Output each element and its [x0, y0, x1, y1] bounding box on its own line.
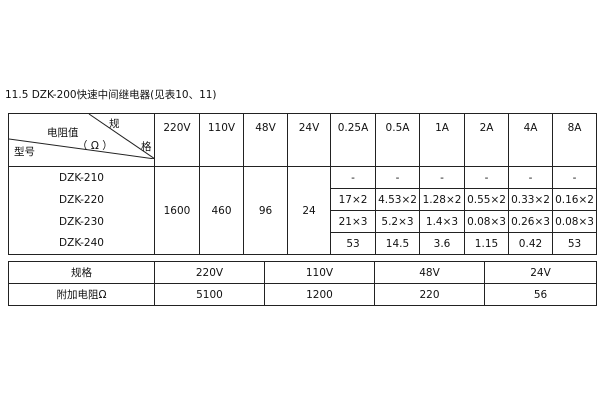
table-row: DZK-220 17×2 4.53×2 1.28×2 0.55×2 0.33×2… [8, 188, 597, 211]
current-value: 0.33×2 [508, 188, 553, 211]
current-value: 0.16×2 [552, 188, 597, 211]
table-row: 附加电阻Ω 5100 1200 220 56 [8, 283, 597, 306]
diagonal-header-cell: 规 电阻值 （ Ω ） 格 型号 [8, 113, 155, 167]
spec-cell: 110V [264, 261, 375, 284]
current-value: - [552, 166, 597, 189]
current-header: 0.25A [330, 113, 376, 167]
current-value: 53 [330, 232, 376, 255]
current-value: 0.08×3 [552, 210, 597, 233]
current-value: - [508, 166, 553, 189]
voltage-header: 220V [154, 113, 200, 167]
voltage-value: 96 [243, 166, 288, 255]
resistance-cell: 1200 [264, 283, 375, 306]
row-label: 附加电阻Ω [8, 283, 155, 306]
current-header: 0.5A [375, 113, 420, 167]
current-header: 1A [419, 113, 465, 167]
current-value: - [375, 166, 420, 189]
resistance-table: 规 电阻值 （ Ω ） 格 型号 220V 110V 48V 24V 0.25A… [8, 113, 597, 255]
current-value: 0.55×2 [464, 188, 509, 211]
current-value: 0.08×3 [464, 210, 509, 233]
voltage-header: 24V [287, 113, 331, 167]
corner-spec-top: 规 [109, 118, 120, 130]
section-title: 11.5 DZK-200快速中间继电器(见表10、11) [5, 89, 217, 101]
current-value: 14.5 [375, 232, 420, 255]
current-value: 1.28×2 [419, 188, 465, 211]
voltage-header: 48V [243, 113, 288, 167]
corner-spec-right: 格 [141, 141, 152, 153]
table-row: DZK-210 1600 460 96 24 - - - - - - [8, 166, 597, 255]
current-value: 3.6 [419, 232, 465, 255]
current-value: 0.26×3 [508, 210, 553, 233]
current-value: - [330, 166, 376, 189]
resistance-cell: 5100 [154, 283, 265, 306]
resistance-cell: 220 [374, 283, 485, 306]
row-label: 规格 [8, 261, 155, 284]
spec-cell: 24V [484, 261, 597, 284]
table-row: 规格 220V 110V 48V 24V [8, 261, 597, 284]
model-cell: DZK-240 [8, 232, 155, 255]
diagonal-lines [9, 114, 155, 159]
current-value: - [419, 166, 465, 189]
corner-resistance: 电阻值 [47, 127, 79, 139]
current-value: 0.42 [508, 232, 553, 255]
model-cell: DZK-210 [8, 166, 155, 189]
voltage-value: 24 [287, 166, 331, 255]
current-header: 8A [552, 113, 597, 167]
model-cell: DZK-230 [8, 210, 155, 233]
current-value: 5.2×3 [375, 210, 420, 233]
corner-model: 型号 [14, 146, 35, 158]
header-row: 规 电阻值 （ Ω ） 格 型号 220V 110V 48V 24V 0.25A… [8, 113, 597, 167]
current-header: 2A [464, 113, 509, 167]
current-value: - [464, 166, 509, 189]
spec-cell: 220V [154, 261, 265, 284]
current-value: 53 [552, 232, 597, 255]
corner-unit: （ Ω ） [77, 140, 113, 152]
current-value: 1.15 [464, 232, 509, 255]
resistance-cell: 56 [484, 283, 597, 306]
current-value: 17×2 [330, 188, 376, 211]
current-value: 4.53×2 [375, 188, 420, 211]
current-header: 4A [508, 113, 553, 167]
current-value: 1.4×3 [419, 210, 465, 233]
additional-resistance-table: 规格 220V 110V 48V 24V 附加电阻Ω 5100 1200 220… [8, 261, 597, 306]
current-value: 21×3 [330, 210, 376, 233]
voltage-header: 110V [199, 113, 244, 167]
voltage-value: 460 [199, 166, 244, 255]
model-cell: DZK-220 [8, 188, 155, 211]
spec-cell: 48V [374, 261, 485, 284]
table-row: DZK-240 53 14.5 3.6 1.15 0.42 53 [8, 232, 597, 255]
voltage-value: 1600 [154, 166, 200, 255]
